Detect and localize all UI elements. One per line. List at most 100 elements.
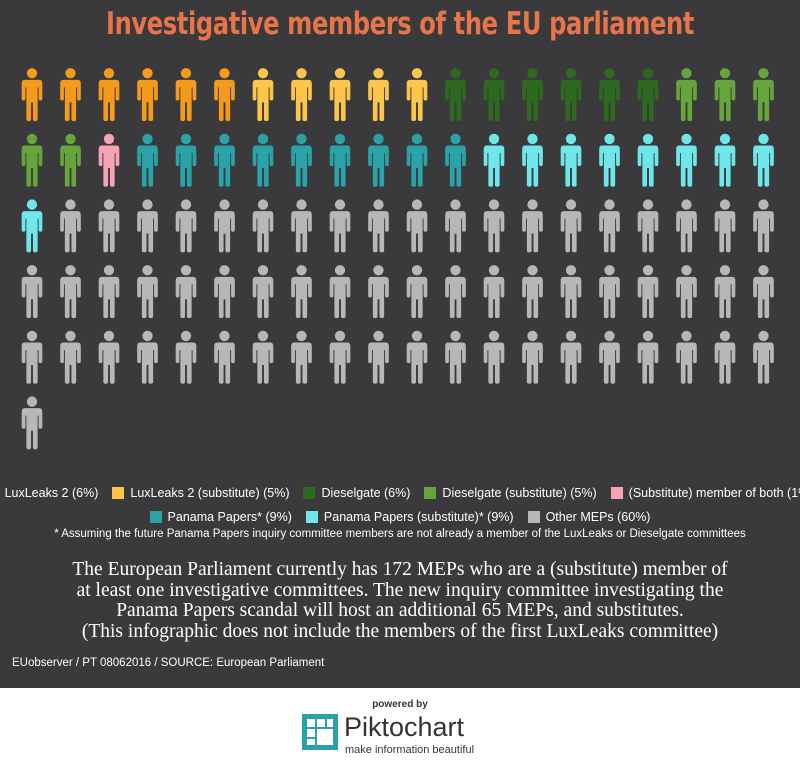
icon-body xyxy=(214,211,235,253)
legend-label: LuxLeaks 2 (substitute) (5%) xyxy=(130,486,290,500)
person-icon xyxy=(214,265,235,319)
icon-body xyxy=(406,79,428,122)
icon-head xyxy=(65,133,76,145)
icon-body xyxy=(599,145,620,187)
icon-body xyxy=(137,342,158,384)
icon-body xyxy=(214,342,235,384)
icon-head xyxy=(26,133,38,145)
icon-body xyxy=(291,342,312,384)
legend-item: Other MEPs (60%) xyxy=(527,510,651,524)
icon-body xyxy=(137,276,158,319)
icon-head xyxy=(527,68,538,79)
person-icon xyxy=(21,68,43,122)
person-icon xyxy=(291,265,312,319)
icon-body xyxy=(137,145,158,187)
icon-body xyxy=(21,408,43,450)
icon-head xyxy=(604,68,615,79)
icon-body xyxy=(368,79,389,122)
icon-head xyxy=(373,68,384,79)
person-icon xyxy=(252,265,274,319)
person-icon xyxy=(753,330,774,384)
icon-body xyxy=(175,276,197,319)
icon-body xyxy=(60,276,81,319)
icon-head xyxy=(488,199,500,210)
icon-body xyxy=(445,211,466,253)
person-icon xyxy=(599,199,620,253)
icon-body xyxy=(329,79,351,122)
icon-body xyxy=(522,79,543,122)
person-icon xyxy=(483,265,505,319)
person-icon xyxy=(676,133,697,187)
description-line: Panama Papers scandal will host an addit… xyxy=(116,600,684,621)
person-icon xyxy=(483,68,505,122)
icon-head xyxy=(681,68,692,79)
icon-body xyxy=(599,79,620,122)
person-icon xyxy=(599,133,620,187)
icon-body xyxy=(368,145,389,187)
person-icon xyxy=(98,330,120,384)
icon-body xyxy=(175,342,197,384)
icon-body xyxy=(676,145,697,187)
icon-head xyxy=(373,199,384,210)
icon-head xyxy=(373,265,384,276)
person-icon xyxy=(560,68,582,122)
icon-body xyxy=(522,342,543,384)
legend-item: LuxLeaks 2 (substitute) (5%) xyxy=(112,486,289,500)
person-icon xyxy=(368,68,389,122)
legend-label: Other MEPs (60%) xyxy=(545,510,651,524)
person-icon xyxy=(137,199,158,253)
legend-swatch xyxy=(424,487,437,499)
icon-head xyxy=(411,133,423,145)
icon-body xyxy=(175,145,197,187)
legend-label: Panama Papers* (9%) xyxy=(167,510,292,524)
icon-head xyxy=(296,133,307,145)
legend-swatch xyxy=(305,511,318,523)
icon-body xyxy=(560,342,582,384)
person-icon xyxy=(599,330,620,384)
icon-body xyxy=(637,145,659,187)
icon-body xyxy=(329,145,351,187)
icon-body xyxy=(637,79,659,122)
icon-body xyxy=(252,276,274,319)
icon-head xyxy=(450,199,461,210)
icon-head xyxy=(180,133,192,145)
person-icon xyxy=(21,265,43,319)
person-icon xyxy=(522,265,543,319)
icon-body xyxy=(252,79,274,122)
powered-by: powered by xyxy=(372,699,428,710)
legend-label: Dieselgate (substitute) (5%) xyxy=(442,486,597,500)
icon-body xyxy=(445,145,466,187)
footer: powered by Piktochart make information b… xyxy=(0,688,800,769)
legend-item: LuxLeaks 2 (6%) xyxy=(0,486,99,500)
icon-body xyxy=(98,342,120,384)
legend-label: Dieselgate (6%) xyxy=(321,486,411,500)
icon-head xyxy=(257,199,269,210)
legend-swatch xyxy=(527,511,540,523)
person-icon xyxy=(406,265,428,319)
icon-body xyxy=(252,145,274,187)
icon-body xyxy=(599,276,620,319)
person-icon xyxy=(368,265,389,319)
icon-head xyxy=(565,199,577,210)
person-icon xyxy=(329,265,351,319)
legend-label: (Substitute) member of both (1%) xyxy=(628,486,800,500)
icon-head xyxy=(565,133,577,145)
icon-head xyxy=(681,199,692,210)
person-icon xyxy=(329,68,351,122)
icon-body xyxy=(522,145,543,187)
person-icon xyxy=(252,68,274,122)
icon-head xyxy=(296,199,307,210)
icon-head xyxy=(219,199,230,210)
icon-body xyxy=(368,342,389,384)
icon-head xyxy=(65,68,76,79)
icon-head xyxy=(26,265,38,276)
icon-head xyxy=(719,68,731,79)
icon-body xyxy=(560,211,582,253)
icon-body xyxy=(483,79,505,122)
icon-head xyxy=(527,199,538,210)
icon-head xyxy=(719,199,731,210)
person-icon xyxy=(560,133,582,187)
icon-body xyxy=(714,79,736,122)
person-icon xyxy=(252,199,274,253)
icon-head xyxy=(642,199,654,210)
